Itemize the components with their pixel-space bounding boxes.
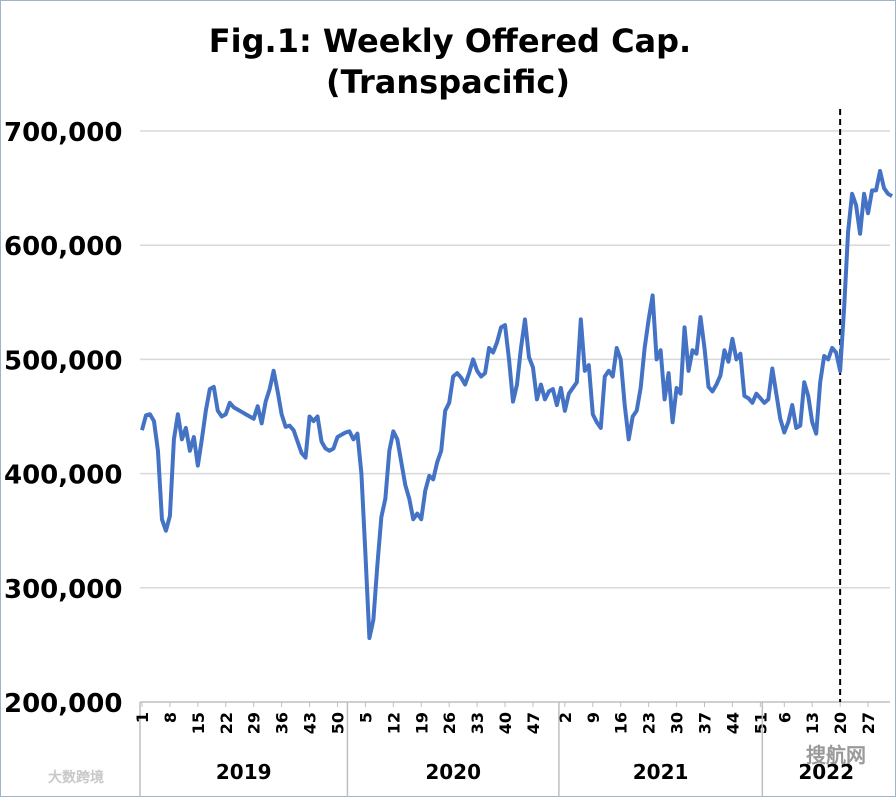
x-tick-label: 2	[556, 712, 575, 723]
x-tick-label: 43	[301, 712, 320, 734]
y-tick-label: 200,000	[4, 689, 122, 719]
x-tick-label: 36	[273, 712, 292, 734]
x-tick-label: 20	[831, 712, 850, 734]
chart-title: Fig.1: Weekly Offered Cap.	[209, 22, 691, 60]
y-tick-label: 300,000	[4, 575, 122, 605]
x-tick-label: 23	[640, 712, 659, 734]
group-label: 2021	[633, 760, 689, 784]
x-tick-label: 47	[524, 712, 543, 734]
x-tick-label: 44	[723, 712, 742, 734]
x-tick-label: 8	[161, 712, 180, 723]
x-tick-label: 22	[217, 712, 236, 734]
x-tick-label: 50	[328, 712, 347, 734]
x-tick-label: 15	[189, 712, 208, 734]
x-tick-label: 29	[245, 712, 264, 734]
y-tick-label: 400,000	[4, 461, 122, 491]
x-tick-label: 37	[695, 712, 714, 734]
watermark: 大数跨境	[48, 769, 104, 786]
x-tick-label: 26	[440, 712, 459, 734]
y-tick-label: 700,000	[4, 118, 122, 148]
group-label: 2020	[425, 760, 481, 784]
group-label: 2019	[216, 760, 272, 784]
x-tick-label: 27	[859, 712, 878, 734]
y-tick-label: 500,000	[4, 346, 122, 376]
x-tick-label: 16	[612, 712, 631, 734]
x-tick-label: 9	[584, 712, 603, 723]
x-tick-label: 33	[468, 712, 487, 734]
x-tick-label: 19	[412, 712, 431, 734]
x-tick-label: 6	[775, 712, 794, 723]
watermark: 搜航网	[806, 743, 866, 767]
chart-subtitle: (Transpacific)	[326, 63, 570, 101]
x-tick-label: 51	[751, 712, 770, 734]
data-line	[140, 168, 893, 641]
x-tick-label: 13	[803, 712, 822, 734]
x-tick-label: 40	[496, 712, 515, 734]
x-tick-label: 1	[133, 712, 152, 723]
x-tick-label: 5	[356, 712, 375, 723]
x-tick-label: 12	[384, 712, 403, 734]
y-tick-label: 600,000	[4, 232, 122, 262]
x-tick-label: 30	[668, 712, 687, 734]
group-label: 2022	[798, 760, 854, 784]
